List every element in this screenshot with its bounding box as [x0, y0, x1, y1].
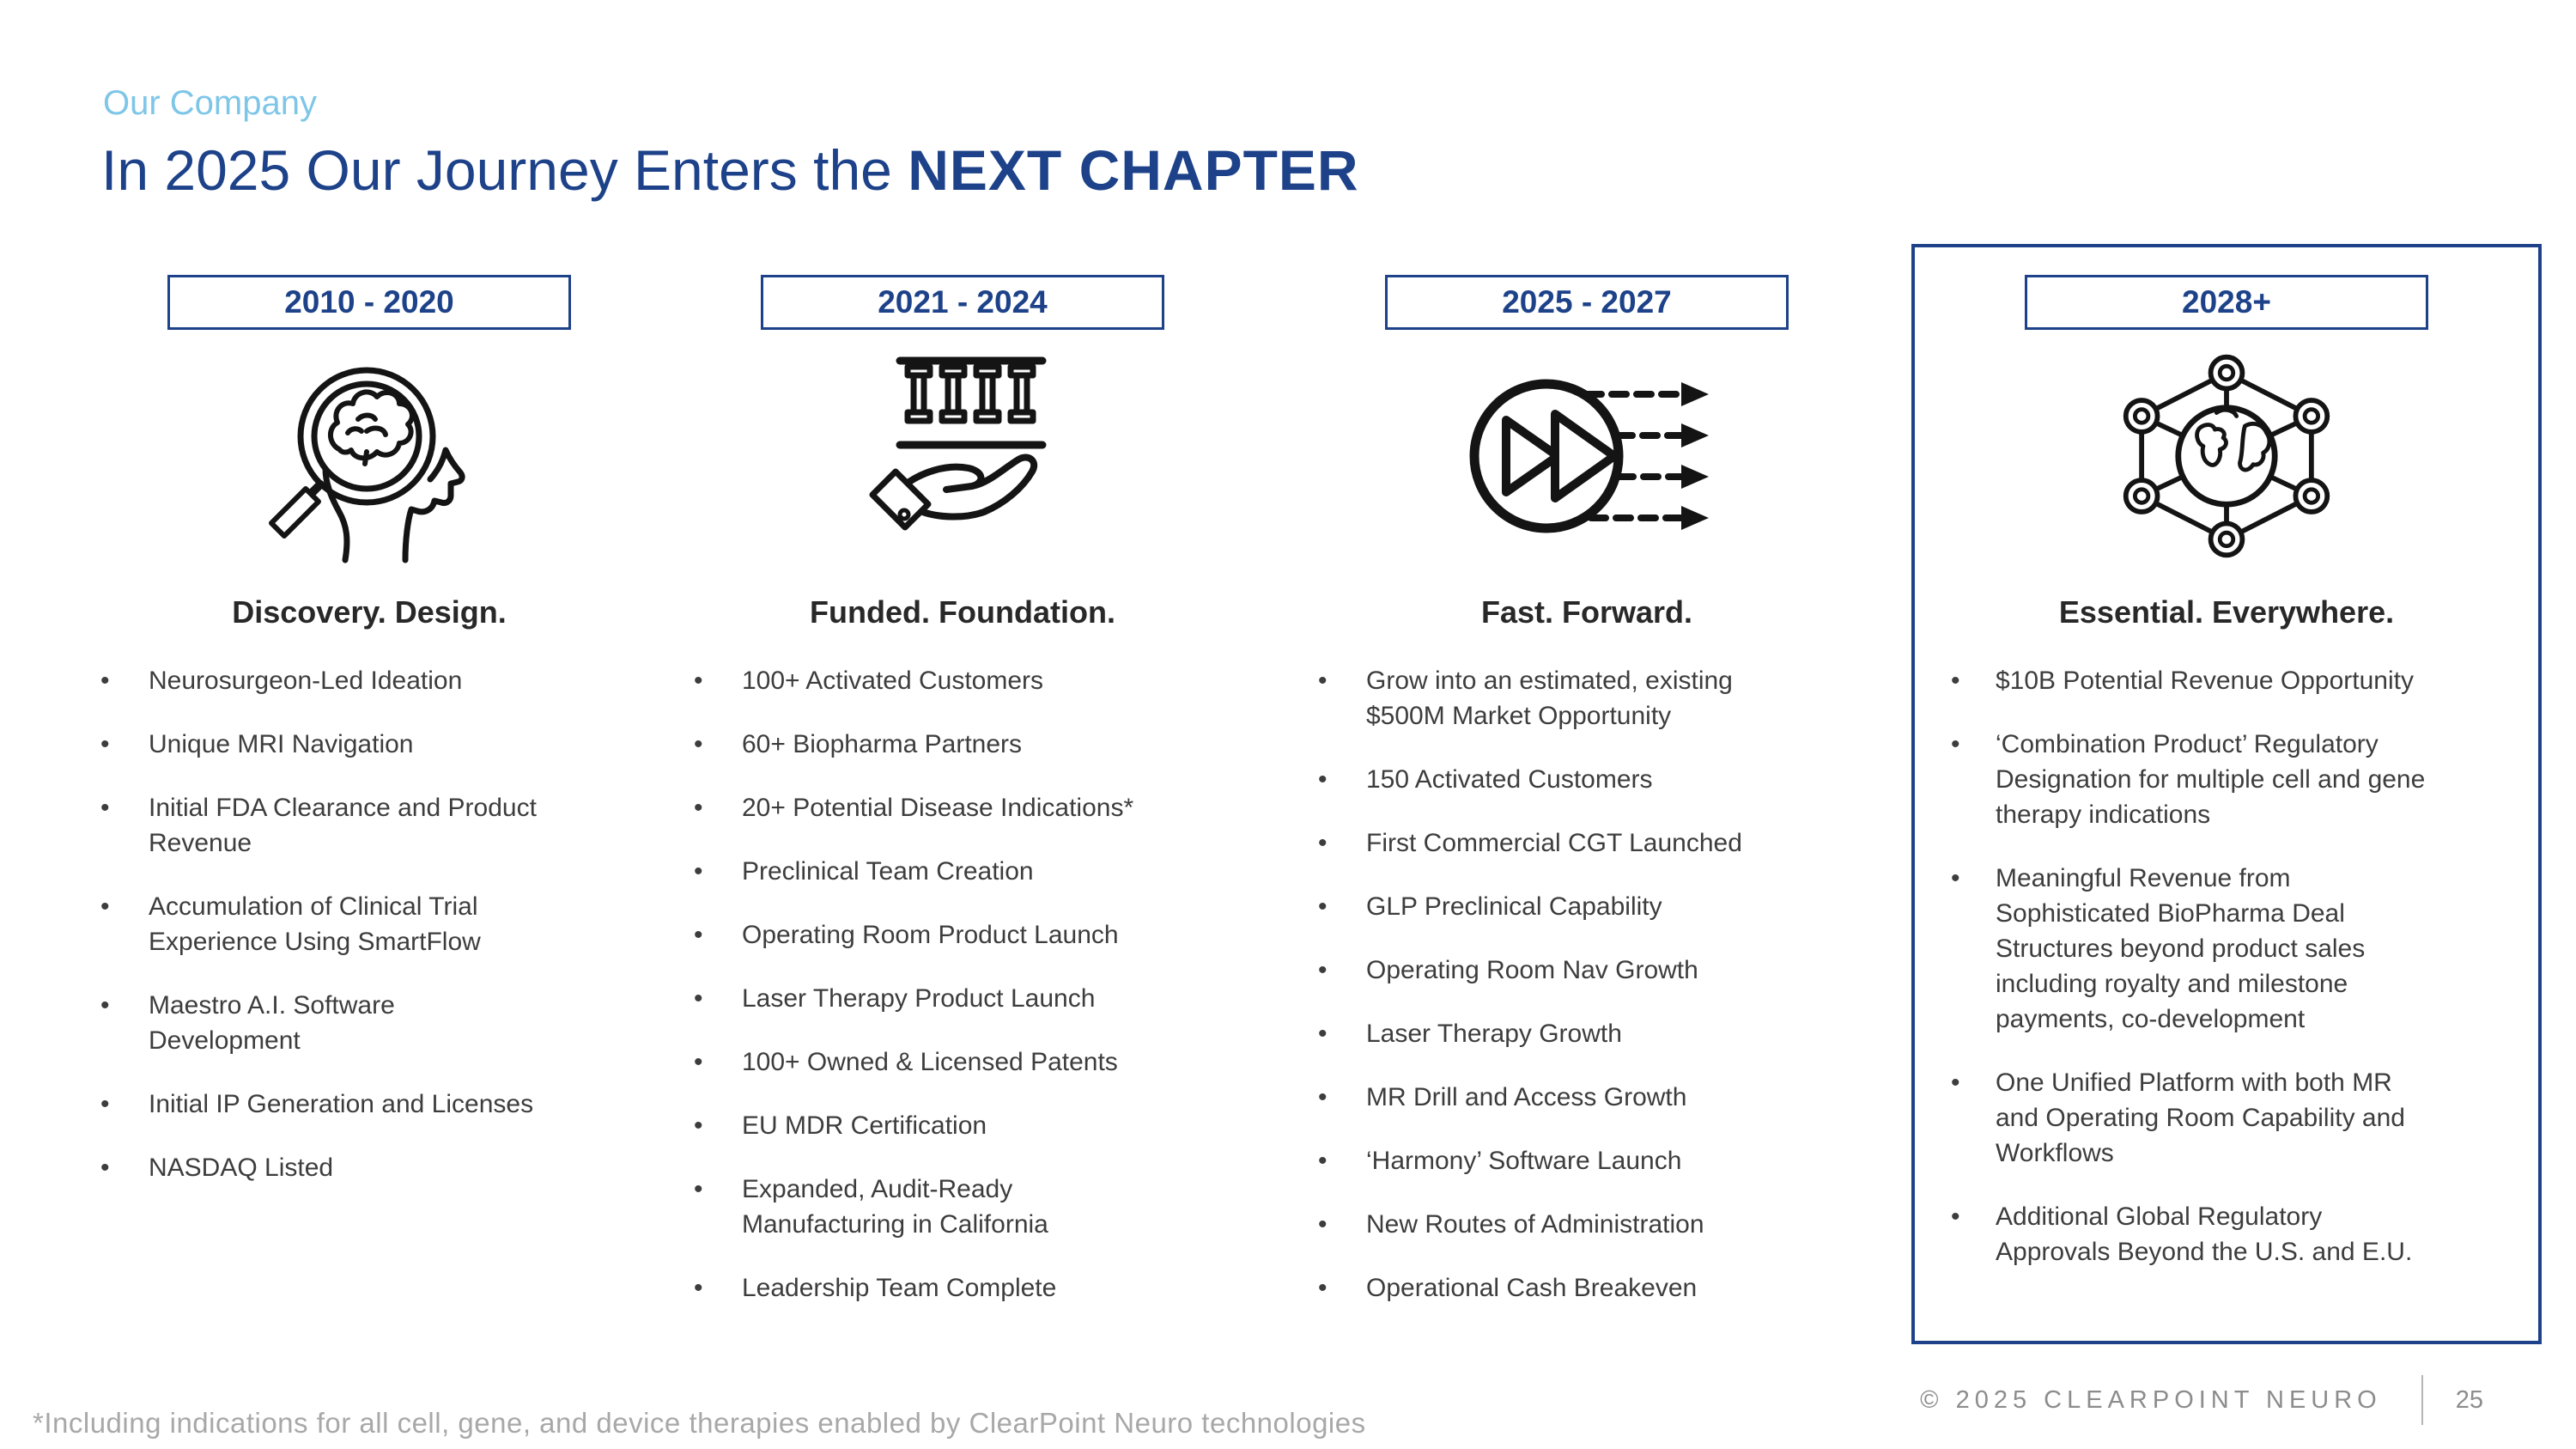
title-bold: NEXT CHAPTER — [908, 138, 1359, 202]
footer-divider — [2421, 1375, 2423, 1425]
page-number: 25 — [2455, 1385, 2483, 1414]
period-box: 2010 - 2020 — [167, 275, 571, 330]
bullet-item: NASDAQ Listed — [99, 1150, 544, 1185]
bullet-item: 100+ Owned & Licensed Patents — [692, 1044, 1154, 1080]
column-heading: Essential. Everywhere. — [2058, 594, 2395, 630]
bullet-list: $10B Potential Revenue Opportunity ‘Combi… — [1949, 663, 2442, 1269]
bullet-item: First Commercial CGT Launched — [1316, 825, 1795, 861]
bullet-item: Operating Room Nav Growth — [1316, 953, 1795, 988]
bullet-item: Grow into an estimated, existing $500M M… — [1316, 663, 1795, 734]
bullet-item: Operational Cash Breakeven — [1316, 1270, 1795, 1306]
bullet-item: 20+ Potential Disease Indications* — [692, 790, 1154, 825]
bullet-item: Unique MRI Navigation — [99, 727, 544, 762]
bullet-item: ‘Combination Product’ Regulatory Designa… — [1949, 727, 2442, 832]
bullet-item: MR Drill and Access Growth — [1316, 1080, 1795, 1115]
bullet-item: Accumulation of Clinical Trial Experienc… — [99, 889, 544, 959]
bullet-list: Neurosurgeon-Led Ideation Unique MRI Navi… — [99, 663, 544, 1185]
bullet-item: Meaningful Revenue from Sophisticated Bi… — [1949, 861, 2442, 1037]
page-title: In 2025 Our Journey Enters the NEXT CHAP… — [101, 137, 1359, 203]
timeline-column-2028-plus-highlighted: 2028+ — [1911, 244, 2542, 1344]
title-regular: In 2025 Our Journey Enters the — [101, 138, 908, 202]
bullet-item: Initial IP Generation and Licenses — [99, 1087, 544, 1122]
bullet-list: Grow into an estimated, existing $500M M… — [1316, 663, 1795, 1306]
hand-columns-icon — [692, 342, 1233, 570]
period-label: 2028+ — [2182, 284, 2271, 320]
bullet-item: Leadership Team Complete — [692, 1270, 1154, 1306]
bullet-item: ‘Harmony’ Software Launch — [1316, 1143, 1795, 1178]
column-heading: Funded. Foundation. — [810, 594, 1115, 630]
timeline-column-2021-2024: 2021 - 2024 — [692, 244, 1233, 1334]
period-box: 2025 - 2027 — [1385, 275, 1789, 330]
period-label: 2025 - 2027 — [1502, 284, 1672, 320]
period-box: 2028+ — [2025, 275, 2428, 330]
bullet-item: Initial FDA Clearance and Product Revenu… — [99, 790, 544, 861]
bullet-list: 100+ Activated Customers 60+ Biopharma Pa… — [692, 663, 1154, 1306]
bullet-item: Maestro A.I. Software Development — [99, 988, 544, 1058]
bullet-item: New Routes of Administration — [1316, 1207, 1795, 1242]
column-heading: Discovery. Design. — [232, 594, 507, 630]
eyebrow-label: Our Company — [103, 84, 317, 122]
bullet-item: 60+ Biopharma Partners — [692, 727, 1154, 762]
globe-network-icon — [1915, 342, 2538, 570]
bullet-item: 100+ Activated Customers — [692, 663, 1154, 698]
bullet-item: Laser Therapy Product Launch — [692, 981, 1154, 1016]
period-box: 2021 - 2024 — [761, 275, 1164, 330]
bullet-item: Additional Global Regulatory Approvals B… — [1949, 1199, 2442, 1269]
bullet-item: Preclinical Team Creation — [692, 854, 1154, 889]
timeline-column-2025-2027: 2025 - 2027 Fast — [1316, 244, 1857, 1334]
timeline-column-2010-2020: 2010 - 2020 Discovery. Design. Neuro — [99, 244, 640, 1214]
brain-magnifier-icon — [99, 342, 640, 570]
period-label: 2010 - 2020 — [284, 284, 454, 320]
bullet-item: GLP Preclinical Capability — [1316, 889, 1795, 924]
column-heading: Fast. Forward. — [1480, 594, 1693, 630]
bullet-item: Laser Therapy Growth — [1316, 1016, 1795, 1051]
slide-footer: © 2025 CLEARPOINT NEURO 25 — [1920, 1373, 2483, 1428]
bullet-item: Expanded, Audit-Ready Manufacturing in C… — [692, 1172, 1154, 1242]
copyright-text: © 2025 CLEARPOINT NEURO — [1920, 1385, 2382, 1414]
bullet-item: Operating Room Product Launch — [692, 917, 1154, 953]
bullet-item: $10B Potential Revenue Opportunity — [1949, 663, 2442, 698]
period-label: 2021 - 2024 — [878, 284, 1048, 320]
bullet-item: 150 Activated Customers — [1316, 762, 1795, 797]
bullet-item: Neurosurgeon-Led Ideation — [99, 663, 544, 698]
bullet-item: One Unified Platform with both MR and Op… — [1949, 1065, 2442, 1171]
footnote: *Including indications for all cell, gen… — [33, 1407, 1366, 1439]
bullet-item: EU MDR Certification — [692, 1108, 1154, 1143]
fast-forward-icon — [1316, 342, 1857, 570]
